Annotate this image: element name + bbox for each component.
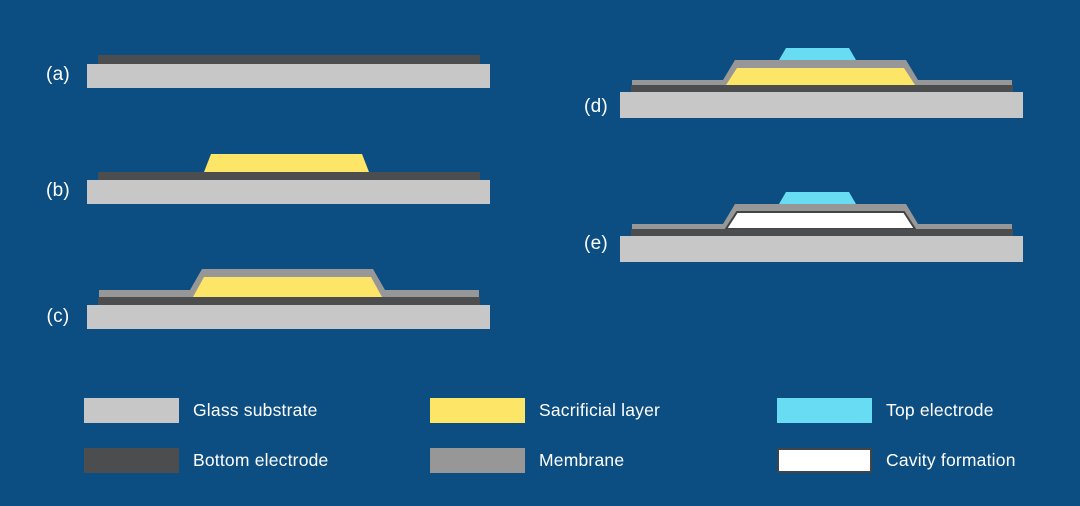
- top-electrode-layer: [779, 48, 856, 60]
- step-label-b: (b): [45, 180, 71, 201]
- legend-item-sacrificial-layer: Sacrificial layer: [430, 398, 660, 423]
- bottom-electrode-layer: [98, 297, 480, 305]
- top-electrode-layer: [779, 192, 856, 204]
- legend-label: Membrane: [539, 450, 625, 470]
- bottom-electrode-layer: [631, 229, 1013, 236]
- legend-item-bottom-electrode: Bottom electrode: [84, 448, 329, 473]
- sacrificial-layer: [204, 154, 369, 172]
- cavity-layer: [724, 211, 917, 230]
- step-a-diagram: [87, 55, 490, 88]
- glass-substrate-layer: [620, 236, 1023, 262]
- sacrificial-layer: [726, 68, 915, 85]
- legend-item-membrane: Membrane: [430, 448, 624, 473]
- glass-substrate-layer: [87, 64, 490, 88]
- sacrificial-layer: [193, 277, 382, 297]
- legend-item-glass-substrate: Glass substrate: [84, 398, 318, 423]
- glass-substrate-layer: [87, 305, 490, 329]
- legend-label: Sacrificial layer: [539, 400, 661, 420]
- step-d-diagram: [620, 48, 1023, 118]
- step-c-diagram: [87, 269, 490, 329]
- step-label-d: (d): [583, 96, 609, 117]
- bottom-electrode-layer: [631, 85, 1013, 92]
- step-b-diagram: [87, 154, 490, 204]
- step-e-diagram: [620, 192, 1023, 262]
- membrane-swatch: [430, 448, 525, 473]
- top-electrode-swatch: [777, 398, 872, 423]
- step-label-a: (a): [45, 64, 71, 85]
- legend-label: Top electrode: [886, 400, 994, 420]
- glass-substrate-layer: [87, 180, 490, 204]
- legend-label: Glass substrate: [193, 400, 318, 420]
- legend-label: Bottom electrode: [193, 450, 329, 470]
- glass-substrate-layer: [620, 92, 1023, 118]
- legend-item-cavity-formation: Cavity formation: [777, 448, 1016, 473]
- glass-substrate-swatch: [84, 398, 179, 423]
- step-label-e: (e): [583, 233, 609, 254]
- step-label-c: (c): [46, 306, 70, 327]
- bottom-electrode-layer: [98, 55, 480, 64]
- legend-label: Cavity formation: [886, 450, 1016, 470]
- legend-item-top-electrode: Top electrode: [777, 398, 994, 423]
- bottom-electrode-swatch: [84, 448, 179, 473]
- bottom-electrode-layer: [98, 172, 480, 180]
- cavity-formation-swatch: [777, 448, 872, 473]
- sacrificial-layer-swatch: [430, 398, 525, 423]
